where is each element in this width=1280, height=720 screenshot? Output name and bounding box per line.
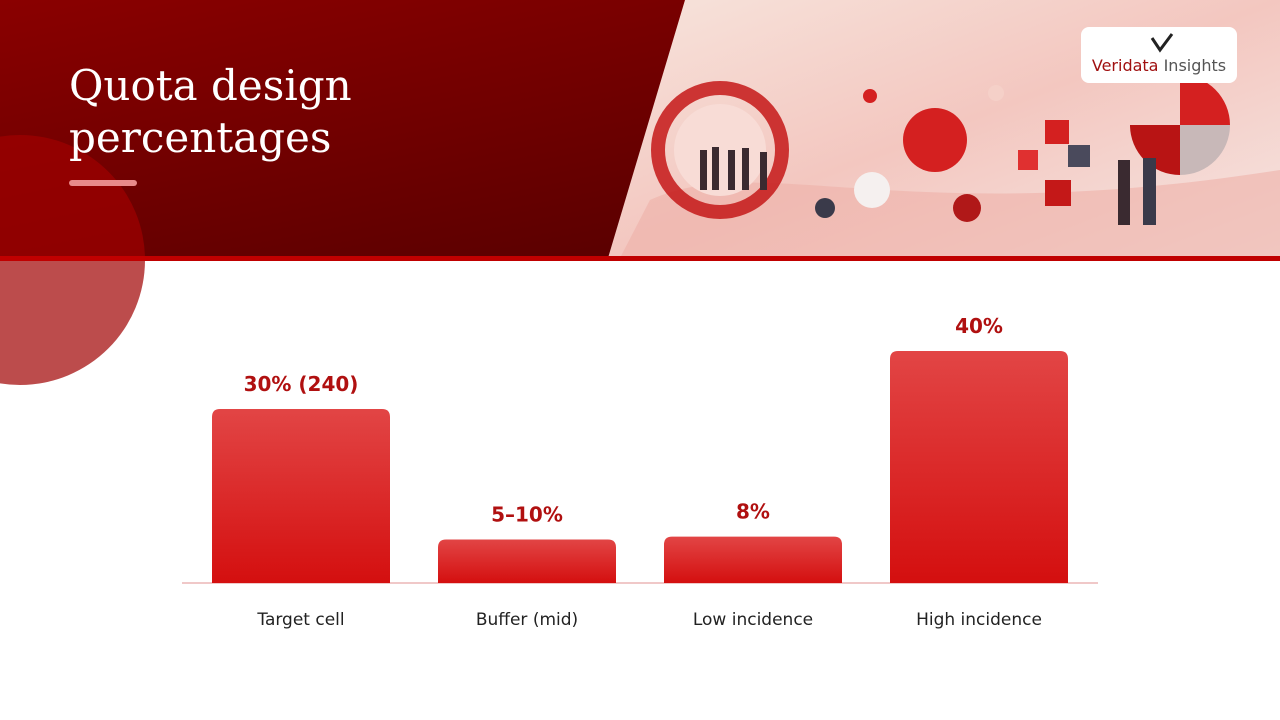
logo-primary: Veridata	[1092, 56, 1159, 75]
bar	[664, 536, 842, 583]
value-label: 5–10%	[491, 503, 563, 527]
value-label: 40%	[955, 314, 1003, 338]
category-label: High incidence	[916, 610, 1042, 630]
value-label: 30% (240)	[244, 372, 359, 396]
title: Quota design percentages	[69, 61, 352, 162]
logo-box	[1081, 27, 1237, 83]
category-label: Target cell	[256, 610, 344, 630]
bar	[890, 351, 1068, 583]
logo-secondary: Insights	[1164, 56, 1227, 75]
logo-mark	[1150, 33, 1174, 53]
chart: 30% (240) Target cell 5–10% Buffer (mid) 8% L…	[182, 314, 1098, 630]
illustration-shapes	[620, 75, 1280, 258]
logo: Veridata Insights	[1092, 56, 1226, 75]
header-rule	[0, 256, 1280, 261]
bar	[438, 539, 616, 583]
category-label: Low incidence	[693, 610, 813, 630]
category-label: Buffer (mid)	[476, 610, 578, 630]
title-accent	[69, 180, 137, 186]
header: Quota design percentages Veridata Insight…	[0, 0, 1280, 385]
bar	[212, 409, 390, 583]
value-label: 8%	[736, 500, 770, 524]
